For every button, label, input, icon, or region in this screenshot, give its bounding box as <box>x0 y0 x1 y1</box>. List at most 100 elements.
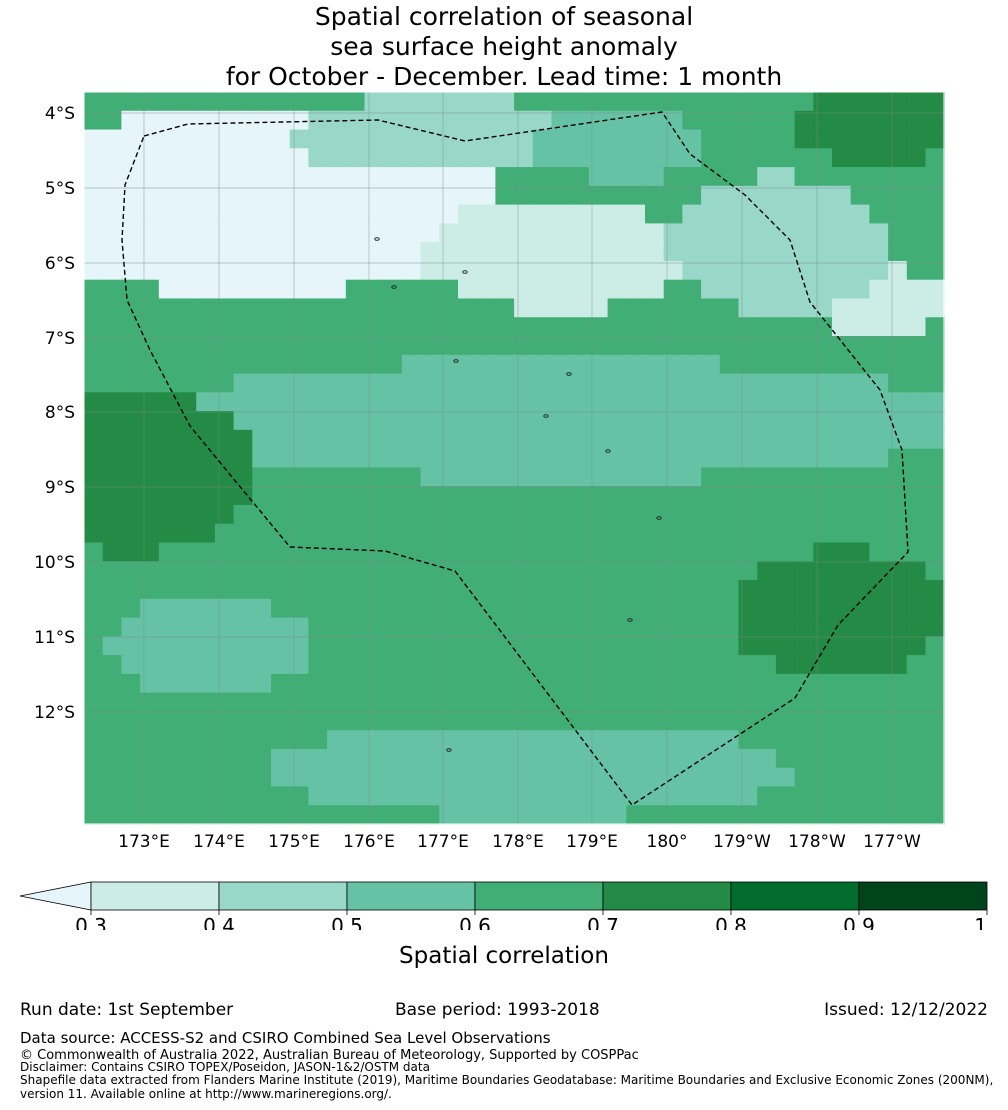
latitude-label: 10°S <box>34 553 75 573</box>
correlation-cell <box>570 504 590 525</box>
correlation-cell <box>233 260 253 281</box>
correlation-cell <box>794 204 814 224</box>
correlation-cell <box>570 523 590 544</box>
correlation-cell <box>121 636 141 656</box>
correlation-cell <box>757 673 777 694</box>
correlation-cell <box>84 692 104 713</box>
correlation-cell <box>570 467 590 487</box>
correlation-cell <box>925 748 945 769</box>
correlation-cell <box>383 354 403 375</box>
correlation-cell <box>925 298 945 318</box>
correlation-cell <box>177 204 197 224</box>
correlation-cell <box>626 110 646 131</box>
correlation-cell <box>850 129 870 149</box>
correlation-cell <box>401 504 422 525</box>
correlation-cell <box>813 92 833 112</box>
correlation-cell <box>158 110 179 131</box>
correlation-cell <box>289 448 309 468</box>
correlation-cell <box>102 692 122 713</box>
correlation-cell <box>701 129 721 149</box>
correlation-cell <box>757 411 777 431</box>
correlation-cell <box>158 730 179 750</box>
correlation-cell <box>196 336 216 356</box>
correlation-cell <box>626 580 646 600</box>
correlation-cell <box>551 373 571 393</box>
correlation-cell <box>476 655 496 675</box>
correlation-cell <box>738 786 758 806</box>
correlation-cell <box>925 354 945 375</box>
correlation-cell <box>906 692 927 713</box>
correlation-cell <box>140 204 160 224</box>
correlation-cell <box>102 148 122 168</box>
correlation-cell <box>682 673 702 694</box>
correlation-cell <box>850 542 870 562</box>
correlation-cell <box>626 354 646 375</box>
correlation-cell <box>214 354 235 375</box>
correlation-cell <box>570 148 590 168</box>
correlation-cell <box>551 242 571 262</box>
correlation-cell <box>663 392 683 412</box>
correlation-cell <box>532 786 553 806</box>
correlation-cell <box>645 711 665 731</box>
correlation-cell <box>832 692 852 713</box>
correlation-cell <box>869 467 889 487</box>
correlation-cell <box>140 711 160 731</box>
correlation-cell <box>476 767 496 788</box>
correlation-cell <box>888 692 908 713</box>
correlation-cell <box>327 354 347 375</box>
correlation-cell <box>775 767 796 788</box>
correlation-cell <box>701 786 721 806</box>
correlation-cell <box>869 204 889 224</box>
correlation-cell <box>214 692 235 713</box>
correlation-cell <box>140 373 160 393</box>
correlation-cell <box>345 148 366 168</box>
correlation-cell <box>383 279 403 300</box>
correlation-cell <box>345 92 366 112</box>
correlation-cell <box>233 317 253 337</box>
correlation-cell <box>420 279 440 300</box>
correlation-cell <box>719 129 740 149</box>
correlation-cell <box>401 298 422 318</box>
correlation-cell <box>140 110 160 131</box>
correlation-cell <box>345 542 366 562</box>
correlation-cell <box>233 373 253 393</box>
correlation-cell <box>495 486 515 506</box>
correlation-cell <box>327 617 347 637</box>
correlation-cell <box>495 110 515 131</box>
correlation-cell <box>439 730 459 750</box>
correlation-cell <box>121 805 141 825</box>
correlation-cell <box>84 317 104 337</box>
correlation-cell <box>925 655 945 675</box>
correlation-cell <box>757 542 777 562</box>
correlation-cell <box>850 580 870 600</box>
island-outline <box>391 285 397 289</box>
correlation-cell <box>588 504 609 525</box>
correlation-cell <box>308 411 328 431</box>
correlation-cell <box>757 110 777 131</box>
correlation-cell <box>177 673 197 694</box>
correlation-cell <box>345 711 366 731</box>
correlation-cell <box>794 148 814 168</box>
correlation-cell <box>140 805 160 825</box>
correlation-cell <box>570 336 590 356</box>
correlation-cell <box>850 805 870 825</box>
correlation-cell <box>420 467 440 487</box>
correlation-cell <box>532 748 553 769</box>
correlation-cell <box>476 805 496 825</box>
correlation-cell <box>364 486 384 506</box>
correlation-cell <box>140 279 160 300</box>
island-outline <box>374 237 380 241</box>
correlation-cell <box>794 411 814 431</box>
correlation-cell <box>888 523 908 544</box>
correlation-cell <box>214 279 235 300</box>
correlation-cell <box>289 655 309 675</box>
correlation-cell <box>794 448 814 468</box>
correlation-cell <box>458 392 478 412</box>
correlation-cell <box>158 167 179 187</box>
correlation-cell <box>401 767 422 788</box>
correlation-cell <box>925 523 945 544</box>
correlation-cell <box>906 411 927 431</box>
correlation-cell <box>551 786 571 806</box>
correlation-cell <box>121 223 141 243</box>
correlation-cell <box>121 748 141 769</box>
